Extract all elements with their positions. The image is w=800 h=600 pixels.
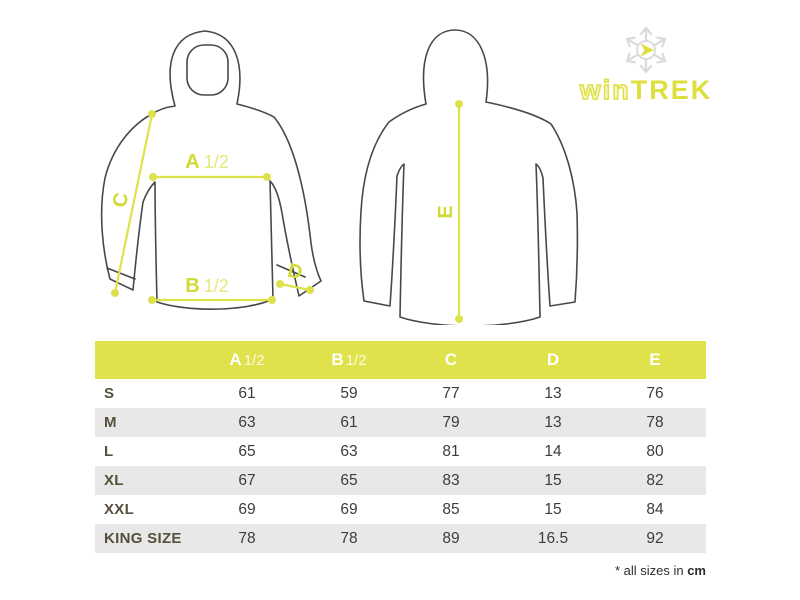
- measurement-value: 84: [646, 500, 664, 518]
- table-row: KING SIZE 78 78 89 16.5 92: [95, 524, 706, 553]
- table-row: M 63 61 79 13 78: [95, 408, 706, 437]
- measurement-value: 78: [340, 529, 358, 547]
- measure-dot: [263, 173, 271, 181]
- footnote-text: * all sizes in: [614, 563, 688, 578]
- measurement-value: 63: [340, 442, 358, 460]
- measurement-value: 14: [544, 442, 562, 460]
- measurement-value: 65: [238, 442, 256, 460]
- size-label: KING SIZE: [104, 530, 182, 547]
- footnote-unit: cm: [687, 563, 706, 578]
- measure-dot: [455, 315, 463, 323]
- column-header-c: C: [400, 341, 502, 379]
- measurement-value: 76: [646, 384, 664, 402]
- column-header-d: D: [502, 341, 604, 379]
- table-row: S 61 59 77 13 76: [95, 379, 706, 408]
- table-row: L 65 63 81 14 80: [95, 437, 706, 466]
- measure-dot: [148, 296, 156, 304]
- measure-label-c: C: [109, 191, 134, 210]
- measurement-value: 16.5: [537, 529, 569, 547]
- measure-line-c: [113, 113, 154, 294]
- measurement-value: 89: [442, 529, 460, 547]
- measure-label-d: D: [285, 260, 304, 285]
- size-table-header-row: A 1/2 B 1/2 C D E: [95, 341, 706, 379]
- measure-dot: [276, 280, 284, 288]
- column-header-e: E: [604, 341, 706, 379]
- measure-dot: [455, 100, 463, 108]
- measure-label-b: B 1/2: [185, 275, 228, 297]
- jacket-front-diagram: A 1/2 B 1/2 C D: [100, 30, 322, 310]
- brand-block: winTREK: [576, 24, 716, 105]
- column-header-a: A 1/2: [196, 341, 298, 379]
- measurement-value: 63: [238, 413, 256, 431]
- measurement-value: 78: [646, 413, 664, 431]
- brand-name-suffix: TREK: [630, 75, 713, 105]
- measurement-value: 15: [544, 471, 562, 489]
- brand-arrow-glyph: [640, 43, 654, 57]
- measurement-value: 82: [646, 471, 664, 489]
- measurement-value: 13: [544, 384, 562, 402]
- measurement-value: 80: [646, 442, 664, 460]
- table-row: XXL 69 69 85 15 84: [95, 495, 706, 524]
- size-label: XXL: [104, 501, 135, 518]
- measurement-value: 67: [238, 471, 256, 489]
- measure-line-d: [279, 282, 311, 292]
- measurement-value: 13: [544, 413, 562, 431]
- left-cuff-band: [106, 267, 136, 280]
- brand-name-prefix: win: [579, 75, 631, 105]
- measurement-value: 69: [340, 500, 358, 518]
- measurement-value: 69: [238, 500, 256, 518]
- size-label: XL: [104, 472, 124, 489]
- size-table-body: S 61 59 77 13 76 M 63 61 79 13 78 L 65 63 81 14 80 XL 67 65 8…: [95, 379, 706, 553]
- measure-dot: [306, 286, 314, 294]
- size-table: A 1/2 B 1/2 C D E S 61 59 77 13 76 M 63 61 79 13 78 L 65 63 8…: [95, 341, 706, 553]
- jacket-back-outline: [359, 29, 579, 325]
- measurement-value: 61: [340, 413, 358, 431]
- snowflake-arrow-icon: [623, 26, 669, 74]
- measure-label-a: A 1/2: [185, 151, 228, 173]
- measure-dot: [111, 289, 119, 297]
- hood-opening-outline: [186, 44, 229, 96]
- units-footnote: * all sizes in cm: [95, 563, 706, 578]
- measure-label-e: E: [435, 205, 457, 218]
- jacket-back-diagram: E: [359, 29, 579, 325]
- header-size-corner: [95, 341, 196, 379]
- measurement-value: 61: [238, 384, 256, 402]
- jacket-front-outline: [100, 30, 322, 310]
- column-header-b: B 1/2: [298, 341, 400, 379]
- measure-dot: [148, 110, 156, 118]
- size-label: L: [104, 443, 114, 460]
- brand-wordmark: winTREK: [576, 75, 716, 105]
- measurement-value: 83: [442, 471, 460, 489]
- right-cuff-band: [276, 264, 306, 278]
- measurement-value: 59: [340, 384, 358, 402]
- size-label: S: [104, 385, 115, 402]
- measurement-value: 15: [544, 500, 562, 518]
- size-label: M: [104, 414, 117, 431]
- measurement-value: 77: [442, 384, 460, 402]
- measurement-value: 92: [646, 529, 664, 547]
- measurement-value: 65: [340, 471, 358, 489]
- measure-dot: [149, 173, 157, 181]
- measurement-value: 85: [442, 500, 460, 518]
- measure-dot: [268, 296, 276, 304]
- measurement-value: 79: [442, 413, 460, 431]
- measurement-value: 81: [442, 442, 460, 460]
- measurement-value: 78: [238, 529, 256, 547]
- table-row: XL 67 65 83 15 82: [95, 466, 706, 495]
